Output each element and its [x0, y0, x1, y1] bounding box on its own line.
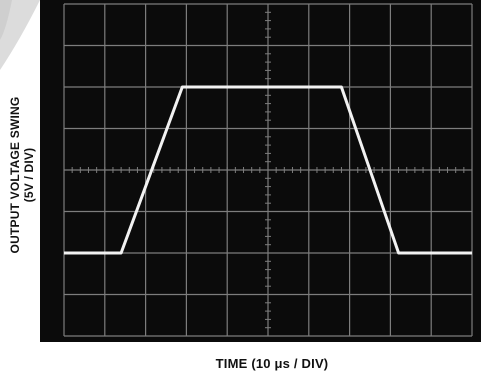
y-axis-label: OUTPUT VOLTAGE SWING (5V / DIV) — [8, 97, 36, 254]
y-axis-title: OUTPUT VOLTAGE SWING — [8, 96, 22, 254]
x-axis-label: TIME (10 μs / DIV) — [215, 356, 329, 371]
grid — [63, 3, 473, 337]
screen-background — [40, 0, 481, 342]
series-line — [64, 85, 472, 255]
y-axis-units: (5V / DIV) — [22, 147, 36, 203]
